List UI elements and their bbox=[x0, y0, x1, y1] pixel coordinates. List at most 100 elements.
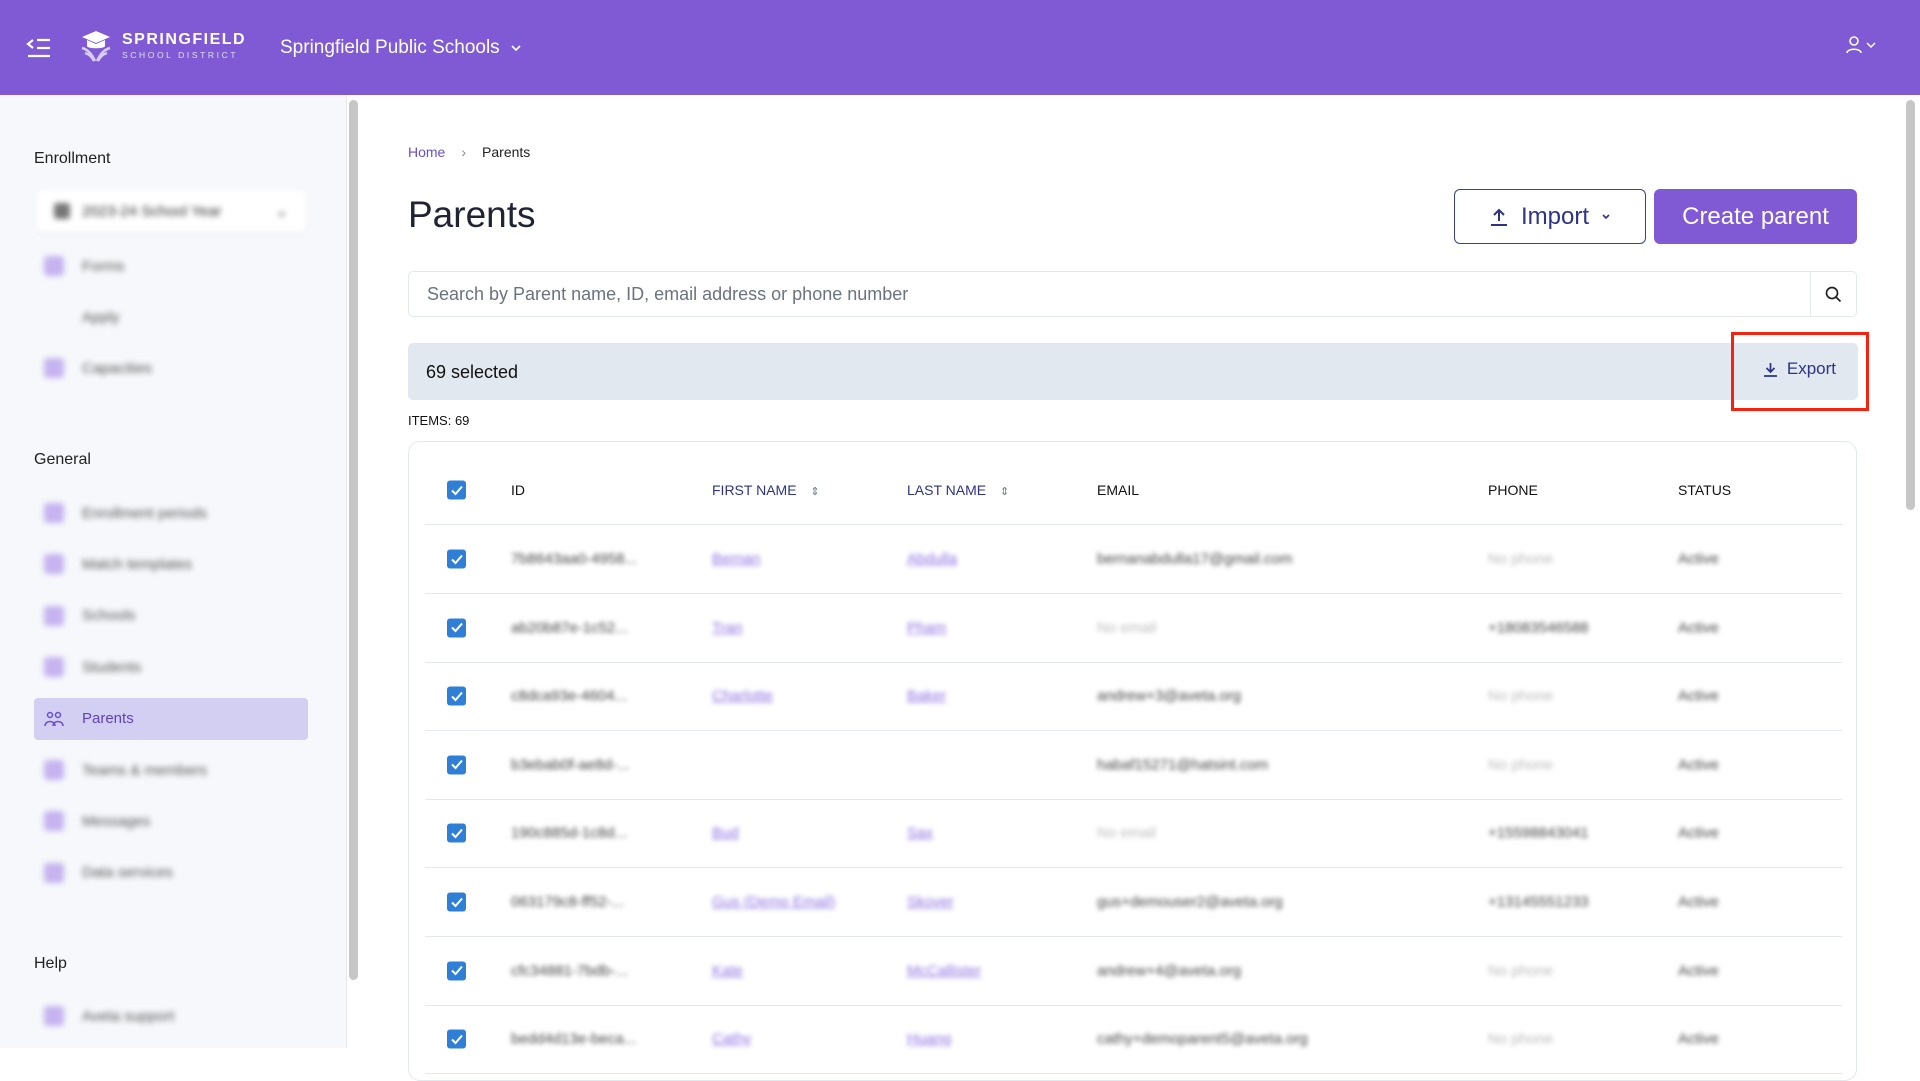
select-all-checkbox[interactable] bbox=[447, 480, 466, 500]
cell-last-name[interactable]: Huang bbox=[907, 1030, 952, 1048]
cell-phone: No phone bbox=[1488, 550, 1554, 568]
cell-status: Active bbox=[1678, 1030, 1719, 1048]
breadcrumb-current: Parents bbox=[482, 144, 531, 160]
cell-status: Active bbox=[1678, 756, 1719, 774]
match-templates-icon bbox=[44, 554, 64, 575]
row-checkbox[interactable] bbox=[447, 755, 466, 775]
data-services-icon bbox=[44, 862, 64, 883]
sidebar-item-label: Capacities bbox=[82, 359, 153, 377]
cell-id: 063179c8-ff52-... bbox=[511, 893, 625, 911]
chevron-down-icon bbox=[1866, 41, 1876, 48]
cell-first-name[interactable]: Bud bbox=[712, 824, 739, 842]
row-checkbox[interactable] bbox=[447, 1029, 466, 1049]
row-checkbox[interactable] bbox=[447, 618, 466, 638]
cell-email: cathy+demoparent5@aveta.org bbox=[1097, 1030, 1308, 1048]
cell-email: andrew+3@aveta.org bbox=[1097, 687, 1242, 705]
table-row[interactable]: 190c885d-1c8d... Bud Sax No email +155988430… bbox=[425, 799, 1842, 869]
create-parent-button[interactable]: Create parent bbox=[1654, 189, 1857, 244]
import-label: Import bbox=[1520, 202, 1589, 230]
district-selector[interactable]: Springfield Public Schools bbox=[280, 37, 522, 59]
breadcrumb-home[interactable]: Home bbox=[408, 144, 446, 160]
items-count: ITEMS: 69 bbox=[408, 413, 470, 428]
chevron-down-icon bbox=[1602, 214, 1610, 220]
sidebar-item-apply[interactable]: Apply bbox=[34, 296, 308, 338]
cell-id: ab20b87e-1c52... bbox=[511, 619, 628, 637]
user-menu[interactable] bbox=[1846, 36, 1876, 54]
import-button[interactable]: Import bbox=[1454, 189, 1646, 244]
row-checkbox[interactable] bbox=[447, 823, 466, 843]
cell-status: Active bbox=[1678, 824, 1719, 842]
cell-email: gus+demouser2@aveta.org bbox=[1097, 893, 1283, 911]
download-icon bbox=[1763, 363, 1777, 377]
cell-last-name[interactable]: Skover bbox=[907, 893, 954, 911]
sidebar-item-messages[interactable]: Messages bbox=[34, 800, 308, 842]
cell-phone: +18083546588 bbox=[1488, 619, 1589, 637]
cell-first-name[interactable]: Kate bbox=[712, 962, 743, 980]
row-checkbox[interactable] bbox=[447, 686, 466, 706]
sidebar-item-label: Schools bbox=[82, 607, 136, 625]
sidebar-item-label: Data services bbox=[82, 864, 173, 882]
cell-last-name[interactable]: Sax bbox=[907, 824, 933, 842]
schools-icon bbox=[44, 605, 64, 626]
chevron-down-icon bbox=[511, 45, 521, 52]
sidebar-item-capacities[interactable]: Capacities bbox=[34, 347, 308, 389]
sidebar-item-parents[interactable]: Parents bbox=[34, 697, 308, 740]
messages-icon bbox=[44, 811, 64, 832]
sidebar-item-forms[interactable]: Forms bbox=[34, 245, 308, 287]
sidebar-item-label: Students bbox=[82, 658, 142, 676]
page-title: Parents bbox=[408, 194, 536, 235]
chevron-down-icon: ⌄ bbox=[275, 203, 288, 220]
export-highlight-box bbox=[1731, 332, 1869, 411]
sidebar-item-data-services[interactable]: Data services bbox=[34, 852, 308, 894]
cell-first-name[interactable]: Cathy bbox=[712, 1030, 752, 1048]
row-checkbox[interactable] bbox=[447, 549, 466, 569]
sidebar-item-schools[interactable]: Schools bbox=[34, 595, 308, 637]
cell-phone: No phone bbox=[1488, 962, 1554, 980]
cell-last-name[interactable]: McCallister bbox=[907, 962, 982, 980]
sidebar-item-label: Aveta support bbox=[82, 1007, 175, 1025]
aveta-support-icon bbox=[44, 1006, 64, 1026]
table-row[interactable]: c8dca93e-4604... Charlotte Baker andrew+3@a… bbox=[425, 662, 1842, 732]
cell-last-name[interactable]: Abdulla bbox=[907, 550, 958, 568]
sort-icon: ⇕ bbox=[810, 486, 820, 498]
search-icon bbox=[1825, 286, 1842, 302]
capacities-icon bbox=[44, 358, 64, 378]
sidebar-item-label: Parents bbox=[82, 710, 134, 728]
cell-first-name[interactable]: Gus (Demo Email) bbox=[712, 893, 836, 911]
cell-first-name[interactable]: Tran bbox=[712, 619, 743, 637]
column-header-last-name[interactable]: LAST NAME ⇕ bbox=[907, 482, 1009, 498]
row-checkbox[interactable] bbox=[447, 892, 466, 912]
collapse-menu-icon[interactable] bbox=[26, 36, 52, 58]
search-button[interactable] bbox=[1810, 272, 1856, 316]
sidebar-item-teams-members[interactable]: Teams & members bbox=[34, 749, 308, 791]
sidebar-item-students[interactable]: Students bbox=[34, 646, 308, 688]
sidebar-item-aveta-support[interactable]: Aveta support bbox=[34, 995, 308, 1037]
cell-last-name[interactable]: Pham bbox=[907, 619, 947, 637]
sidebar-item-match-templates[interactable]: Match templates bbox=[34, 543, 308, 585]
general-heading: General bbox=[34, 451, 91, 468]
cell-first-name[interactable]: Charlotte bbox=[712, 687, 773, 705]
cell-id: bedd4d13e-beca... bbox=[511, 1030, 637, 1048]
school-year-select[interactable]: 2023-24 School Year ⌄ bbox=[36, 190, 306, 232]
cell-id: c8dca93e-4604... bbox=[511, 687, 627, 705]
table-row[interactable]: b3ebab0f-ae8d-... habaf15271@hatsint.com N… bbox=[425, 731, 1842, 800]
table-row[interactable]: 7b8643aa0-4958... Bernan Abdulla bernanabdu… bbox=[425, 525, 1842, 594]
cell-first-name[interactable]: Bernan bbox=[712, 550, 761, 568]
search-input[interactable] bbox=[409, 272, 1810, 316]
column-header-phone: PHONE bbox=[1488, 482, 1538, 498]
table-row[interactable]: bedd4d13e-beca... Cathy Huang cathy+demopar… bbox=[425, 1005, 1842, 1075]
district-logo[interactable]: SPRINGFIELD SCHOOL DISTRICT bbox=[78, 28, 246, 64]
cell-status: Active bbox=[1678, 619, 1719, 637]
people-icon bbox=[44, 709, 64, 729]
row-checkbox[interactable] bbox=[447, 961, 466, 981]
calendar-icon bbox=[54, 203, 70, 219]
table-row[interactable]: 063179c8-ff52-... Gus (Demo Email) Skover g… bbox=[425, 868, 1842, 937]
column-header-first-name[interactable]: FIRST NAME ⇕ bbox=[712, 482, 820, 498]
table-row[interactable]: cfc34881-7bdb-... Kate McCallister andrew+4… bbox=[425, 937, 1842, 1006]
main-scrollbar[interactable] bbox=[1906, 100, 1915, 510]
sidebar-item-enrollment-periods[interactable]: Enrollment periods bbox=[34, 492, 308, 534]
cell-last-name[interactable]: Baker bbox=[907, 687, 947, 705]
export-button[interactable]: Export bbox=[1763, 359, 1836, 379]
table-row[interactable]: ab20b87e-1c52... Tran Pham No email +1808354… bbox=[425, 594, 1842, 663]
sidebar-scrollbar[interactable] bbox=[349, 100, 358, 980]
